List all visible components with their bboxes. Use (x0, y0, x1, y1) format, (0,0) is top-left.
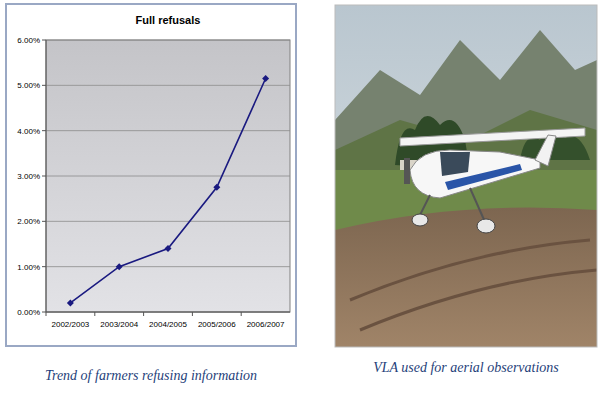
wing (400, 128, 585, 146)
tail (535, 135, 556, 166)
y-tick (42, 85, 46, 86)
chart-title: Full refusals (136, 14, 201, 26)
x-tick-label: 2004/2005 (149, 320, 187, 329)
chart-frame (6, 4, 296, 346)
photo (335, 5, 597, 347)
x-tick (143, 312, 144, 316)
y-tick-label: 2.00% (17, 217, 40, 226)
y-tick (42, 266, 46, 267)
fuselage (410, 150, 540, 198)
marker (67, 299, 74, 306)
y-tick-label: 1.00% (17, 263, 40, 272)
grid-line (46, 40, 290, 41)
caption: Trend of farmers refusing information (45, 368, 257, 383)
y-tick-label: 0.00% (17, 308, 40, 317)
wheel (477, 219, 495, 233)
line (70, 79, 265, 303)
track (360, 270, 597, 330)
grid-line (46, 312, 290, 313)
x-tick (241, 312, 242, 316)
propeller (404, 158, 410, 184)
plot-area (46, 40, 290, 312)
page: Full refusals 0.00% 1.00% 2.00% 3.00% 4.00% 5.… (0, 0, 600, 400)
y-tick-label: 5.00% (17, 81, 40, 90)
x-tick-label: 2006/2007 (247, 320, 285, 329)
series (67, 75, 269, 306)
x-tick-label: 2002/2003 (51, 320, 89, 329)
grid-line (46, 221, 290, 222)
x-tick (94, 312, 95, 316)
grid-line (46, 266, 290, 267)
marker (165, 245, 172, 252)
grid-line (46, 85, 290, 86)
grid-line (46, 130, 290, 131)
cockpit (440, 152, 470, 176)
captions: Trend of farmers refusing information VLA… (45, 360, 559, 383)
x-tick-label: 2003/2004 (100, 320, 138, 329)
caption: VLA used for aerial observations (373, 360, 559, 375)
chart: Full refusals 0.00% 1.00% 2.00% 3.00% 4.00% 5.… (17, 14, 290, 329)
y-tick (42, 40, 46, 41)
y-tick (42, 312, 46, 313)
x-tick (46, 312, 47, 316)
y-axis (46, 40, 47, 312)
grid-line (46, 176, 290, 177)
marker (262, 75, 269, 82)
y-tick-label: 3.00% (17, 172, 40, 181)
x-axis (46, 312, 290, 313)
gear (470, 188, 485, 222)
gear (420, 195, 430, 215)
y-tick (42, 221, 46, 222)
x-tick (192, 312, 193, 316)
marker (213, 184, 220, 191)
x-tick-label: 2005/2006 (198, 320, 236, 329)
photo-frame (335, 5, 597, 347)
dirt-strip (335, 208, 597, 348)
wheel (412, 214, 428, 226)
sky (335, 5, 597, 347)
y-tick-label: 6.00% (17, 36, 40, 45)
y-tick (42, 176, 46, 177)
y-tick-label: 4.00% (17, 127, 40, 136)
y-tick (42, 130, 46, 131)
marker (116, 263, 123, 270)
